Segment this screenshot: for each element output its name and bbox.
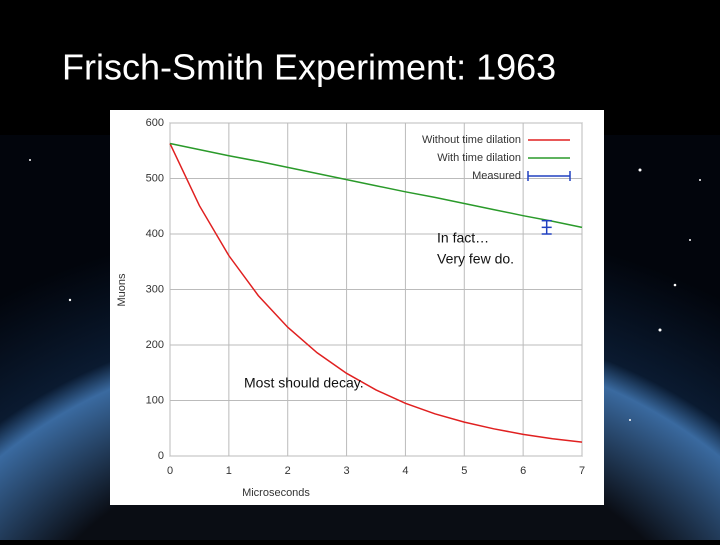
y-tick-label: 400 bbox=[146, 228, 164, 240]
chart: 0 100 200 300 400 500 600 0 1 2 3 4 5 6 7 Microseconds M… bbox=[116, 117, 585, 499]
y-tick-label: 200 bbox=[146, 339, 164, 351]
x-tick-label: 6 bbox=[520, 465, 526, 477]
y-axis-label: Muons bbox=[116, 273, 128, 307]
legend-label: With time dilation bbox=[437, 152, 521, 164]
y-tick-label: 100 bbox=[146, 394, 164, 406]
legend-label: Without time dilation bbox=[422, 134, 521, 146]
y-tick-label: 500 bbox=[146, 172, 164, 184]
x-tick-label: 0 bbox=[167, 465, 173, 477]
x-axis-label: Microseconds bbox=[242, 487, 310, 499]
x-tick-label: 1 bbox=[226, 465, 232, 477]
x-tick-label: 7 bbox=[579, 465, 585, 477]
annotation: Most should decay. bbox=[244, 375, 364, 391]
x-tick-label: 2 bbox=[285, 465, 291, 477]
x-tick-label: 4 bbox=[402, 465, 408, 477]
x-tick-label: 3 bbox=[344, 465, 350, 477]
y-tick-label: 300 bbox=[146, 283, 164, 295]
annotation: In fact… bbox=[437, 230, 489, 246]
x-tick-label: 5 bbox=[461, 465, 467, 477]
error-bar bbox=[541, 219, 552, 235]
stars bbox=[29, 159, 701, 421]
y-tick-label: 0 bbox=[158, 450, 164, 462]
y-tick-label: 600 bbox=[146, 117, 164, 129]
line-series bbox=[169, 143, 583, 443]
slide-title: Frisch-Smith Experiment: 1963 bbox=[62, 47, 556, 88]
annotation: Very few do. bbox=[437, 251, 514, 267]
legend-label: Measured bbox=[472, 170, 521, 182]
chart-panel bbox=[110, 110, 604, 505]
line-series bbox=[169, 142, 583, 229]
